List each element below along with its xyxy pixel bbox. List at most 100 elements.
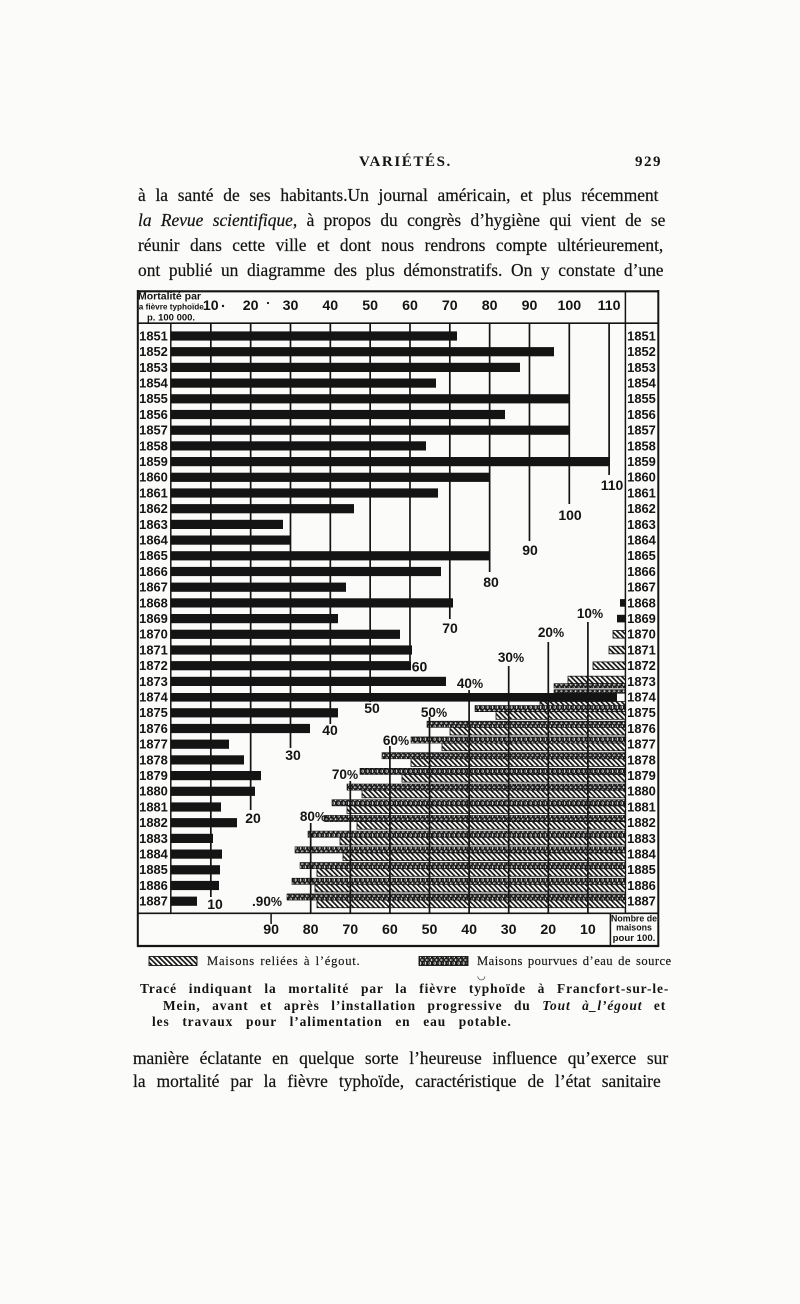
svg-text:1874: 1874: [627, 690, 657, 705]
svg-text:1881: 1881: [627, 799, 656, 814]
svg-text:10%: 10%: [577, 606, 603, 621]
svg-text:1887: 1887: [627, 894, 656, 909]
svg-text:60: 60: [412, 659, 428, 675]
svg-text:60: 60: [382, 922, 398, 938]
svg-text:30%: 30%: [498, 650, 524, 665]
svg-text:1874: 1874: [139, 690, 169, 705]
svg-text:1887: 1887: [139, 894, 168, 909]
svg-text:20: 20: [245, 810, 261, 826]
svg-text:1869: 1869: [627, 611, 656, 626]
svg-text:1864: 1864: [627, 533, 657, 548]
svg-text:1875: 1875: [627, 705, 656, 720]
svg-text:1854: 1854: [627, 376, 657, 391]
svg-text:40: 40: [322, 722, 338, 738]
svg-text:110: 110: [598, 298, 621, 314]
svg-text:1861: 1861: [627, 485, 656, 500]
svg-text:1865: 1865: [627, 548, 656, 563]
svg-text:50: 50: [364, 700, 380, 716]
svg-text:80: 80: [483, 574, 499, 590]
svg-text:1858: 1858: [139, 438, 168, 453]
svg-text:maisons: maisons: [616, 923, 652, 933]
svg-text:80: 80: [303, 922, 319, 938]
svg-text:1882: 1882: [627, 815, 656, 830]
svg-text:60%: 60%: [383, 733, 409, 748]
svg-text:1853: 1853: [139, 360, 168, 375]
svg-text:1857: 1857: [627, 423, 656, 438]
svg-text:10: 10: [207, 896, 223, 912]
svg-text:70: 70: [442, 620, 458, 636]
svg-text:10: 10: [580, 922, 596, 938]
svg-text:20: 20: [243, 298, 259, 314]
svg-text:1866: 1866: [139, 564, 168, 579]
svg-text:1872: 1872: [139, 658, 168, 673]
svg-text:1871: 1871: [627, 642, 656, 657]
svg-text:80: 80: [482, 298, 498, 314]
svg-text:1879: 1879: [627, 768, 656, 783]
svg-text:1863: 1863: [627, 517, 656, 532]
svg-text:1860: 1860: [627, 470, 656, 485]
svg-text:1866: 1866: [627, 564, 656, 579]
svg-text:1856: 1856: [139, 407, 168, 422]
svg-text:1877: 1877: [627, 737, 656, 752]
svg-text:90: 90: [263, 922, 279, 938]
svg-text:1875: 1875: [139, 705, 168, 720]
svg-text:1869: 1869: [139, 611, 168, 626]
svg-text:1885: 1885: [139, 862, 168, 877]
svg-text:1858: 1858: [627, 438, 656, 453]
svg-text:1885: 1885: [627, 862, 656, 877]
svg-text:1851: 1851: [627, 328, 656, 343]
svg-text:Mortalité par: Mortalité par: [138, 291, 201, 303]
svg-text:30: 30: [285, 747, 301, 763]
svg-text:1886: 1886: [139, 878, 168, 893]
svg-text:1852: 1852: [627, 344, 656, 359]
svg-text:1883: 1883: [139, 831, 168, 846]
svg-text:20: 20: [540, 922, 556, 938]
svg-text:1880: 1880: [627, 784, 656, 799]
svg-text:1871: 1871: [139, 642, 168, 657]
svg-text:70: 70: [342, 922, 358, 938]
svg-text:1886: 1886: [627, 878, 656, 893]
svg-text:1862: 1862: [139, 501, 168, 516]
svg-text:10: 10: [203, 298, 219, 314]
svg-text:1876: 1876: [627, 721, 656, 736]
svg-text:70%: 70%: [332, 767, 358, 782]
svg-text:1855: 1855: [627, 391, 656, 406]
svg-text:Nombre de: Nombre de: [611, 914, 657, 924]
svg-text:100: 100: [557, 298, 581, 314]
svg-text:50: 50: [422, 922, 438, 938]
svg-text:1876: 1876: [139, 721, 168, 736]
svg-text:40: 40: [461, 922, 477, 938]
svg-text:70: 70: [442, 298, 458, 314]
svg-text:1851: 1851: [139, 328, 168, 343]
svg-text:1863: 1863: [139, 517, 168, 532]
svg-text:1867: 1867: [139, 580, 168, 595]
svg-text:1853: 1853: [627, 360, 656, 375]
svg-text:30: 30: [283, 298, 299, 314]
svg-text:1882: 1882: [139, 815, 168, 830]
svg-text:p. 100 000.: p. 100 000.: [147, 313, 195, 324]
svg-text:1870: 1870: [627, 627, 656, 642]
svg-text:1872: 1872: [627, 658, 656, 673]
svg-text:30: 30: [501, 922, 517, 938]
svg-text:1873: 1873: [139, 674, 168, 689]
svg-text:50%: 50%: [421, 705, 447, 720]
svg-text:.90%: .90%: [252, 894, 282, 909]
svg-text:1854: 1854: [139, 376, 169, 391]
svg-text:1884: 1884: [139, 847, 169, 862]
svg-text:40%: 40%: [457, 676, 483, 691]
svg-text:90: 90: [522, 298, 538, 314]
svg-text:1868: 1868: [627, 595, 656, 610]
svg-text:1870: 1870: [139, 627, 168, 642]
svg-text:80%: 80%: [300, 809, 326, 824]
svg-text:100: 100: [558, 507, 582, 523]
svg-text:1878: 1878: [627, 752, 656, 767]
svg-text:1880: 1880: [139, 784, 168, 799]
svg-text:1856: 1856: [627, 407, 656, 422]
svg-text:110: 110: [601, 477, 624, 493]
svg-text:1864: 1864: [139, 533, 169, 548]
svg-text:1877: 1877: [139, 737, 168, 752]
svg-text:1861: 1861: [139, 485, 168, 500]
svg-text:60: 60: [402, 298, 418, 314]
svg-text:1881: 1881: [139, 799, 168, 814]
svg-text:la fièvre typhoïde: la fièvre typhoïde: [137, 303, 205, 312]
